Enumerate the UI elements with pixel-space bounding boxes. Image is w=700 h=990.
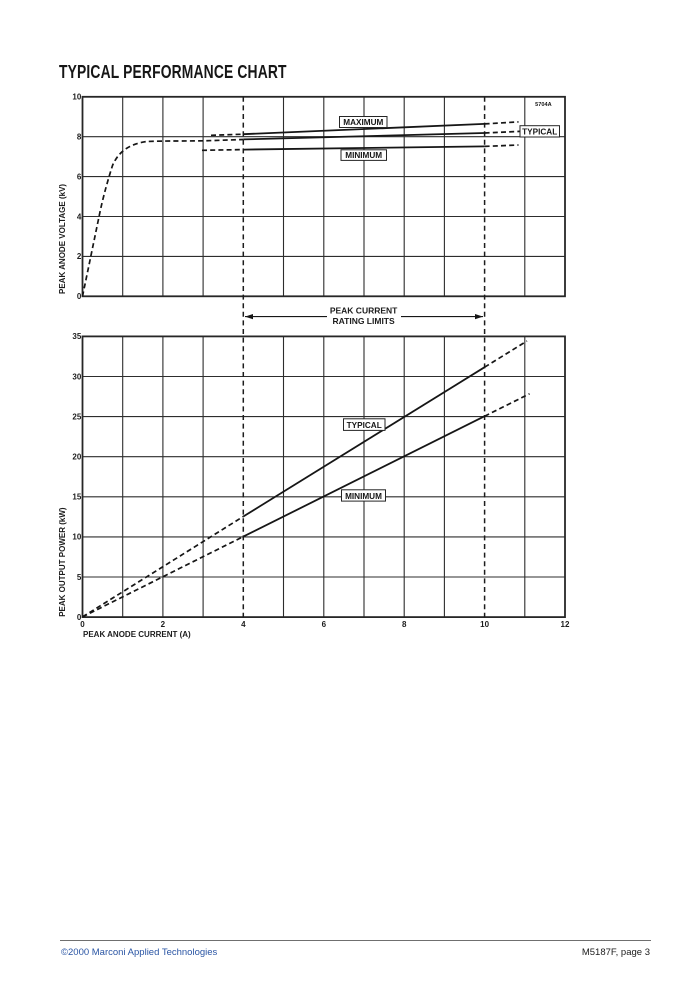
svg-text:MINIMUM: MINIMUM: [345, 151, 382, 160]
svg-text:TYPICAL: TYPICAL: [347, 421, 382, 430]
svg-text:5: 5: [77, 573, 82, 582]
svg-text:30: 30: [72, 372, 81, 381]
svg-text:12: 12: [561, 620, 570, 629]
svg-text:10: 10: [72, 93, 81, 102]
svg-text:8: 8: [77, 133, 82, 142]
svg-text:2: 2: [77, 252, 82, 261]
svg-text:20: 20: [72, 453, 81, 462]
svg-text:6: 6: [322, 620, 327, 629]
svg-text:10: 10: [72, 533, 81, 542]
svg-text:6: 6: [77, 172, 82, 181]
svg-text:PEAK ANODE CURRENT (A): PEAK ANODE CURRENT (A): [83, 630, 191, 639]
svg-text:2: 2: [161, 620, 166, 629]
svg-text:RATING LIMITS: RATING LIMITS: [333, 316, 395, 326]
svg-text:4: 4: [77, 212, 82, 221]
svg-text:PEAK ANODE VOLTAGE (kV): PEAK ANODE VOLTAGE (kV): [58, 184, 67, 294]
svg-text:10: 10: [480, 620, 489, 629]
svg-text:8: 8: [402, 620, 407, 629]
svg-text:PEAK OUTPUT POWER (kW): PEAK OUTPUT POWER (kW): [58, 507, 67, 617]
svg-text:0: 0: [80, 620, 85, 629]
svg-text:0: 0: [77, 613, 82, 622]
svg-text:5704A: 5704A: [535, 102, 551, 108]
svg-text:TYPICAL: TYPICAL: [522, 128, 557, 137]
svg-text:PEAK CURRENT: PEAK CURRENT: [330, 305, 398, 315]
svg-text:15: 15: [72, 493, 81, 502]
svg-text:4: 4: [241, 620, 246, 629]
svg-text:MINIMUM: MINIMUM: [345, 492, 382, 501]
svg-text:25: 25: [72, 412, 81, 421]
svg-text:0: 0: [77, 292, 82, 301]
svg-text:35: 35: [72, 332, 81, 341]
svg-text:MAXIMUM: MAXIMUM: [343, 118, 383, 127]
